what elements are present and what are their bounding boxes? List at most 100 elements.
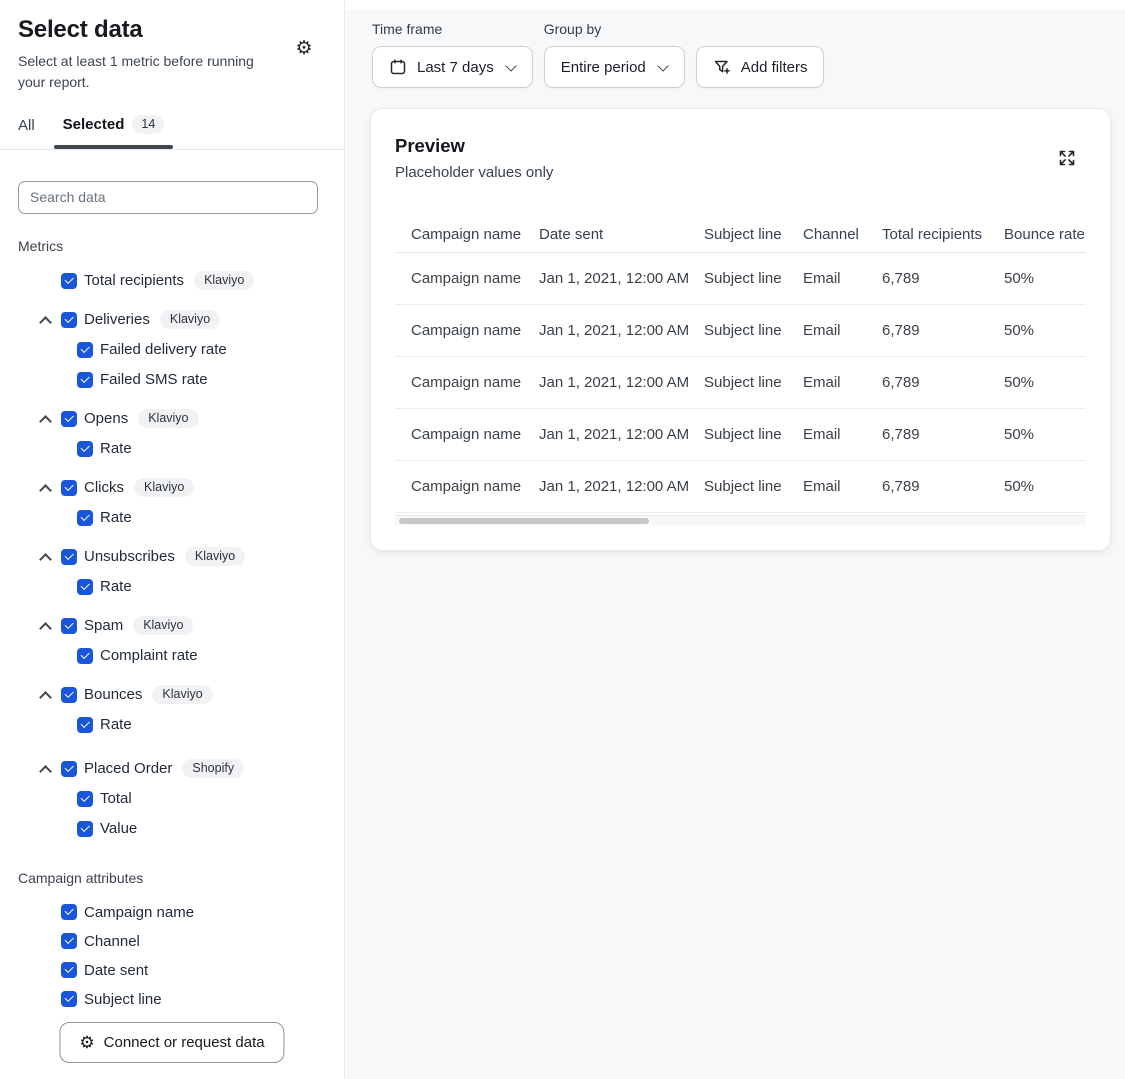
checkbox[interactable] [61,760,77,777]
submetric-row: Complaint rate [18,641,326,671]
chevron-spacer [40,906,52,918]
cell: Jan 1, 2021, 12:00 AM [539,426,690,443]
cell: Campaign name [411,426,522,443]
checkbox[interactable] [61,272,77,289]
checkbox[interactable] [77,647,93,664]
submetric-row: Rate [18,503,326,533]
table-row: Campaign name Jan 1, 2021, 12:00 AM Subj… [395,409,1086,461]
source-badge: Klaviyo [159,309,221,330]
checkbox[interactable] [61,548,77,565]
add-filters-button[interactable]: Add filters [695,46,825,88]
submetric-label: Rate [100,578,132,595]
cell: 6,789 [882,270,920,287]
chevron-down-icon [506,62,516,72]
checkbox[interactable] [61,410,77,427]
cell: Jan 1, 2021, 12:00 AM [539,322,690,339]
metric-label: Opens [84,410,129,427]
cell: Email [803,322,841,339]
checkbox[interactable] [61,962,77,978]
chevron-up-icon[interactable] [40,763,52,775]
chevron-spacer [40,964,52,976]
metric-group: Unsubscribes Klaviyo Rate [18,542,326,602]
checkbox[interactable] [77,440,93,457]
tab-selected-label: Selected [62,115,125,133]
attribute-row: Subject line [18,985,326,1014]
preview-title: Preview [395,135,465,156]
metric-group: Clicks Klaviyo Rate [18,473,326,533]
cell: Jan 1, 2021, 12:00 AM [539,478,690,495]
cell: Campaign name [411,270,522,287]
metric-group: Total recipients Klaviyo [18,266,326,296]
submetric-row: Failed SMS rate [18,365,326,395]
connect-or-request-data-button[interactable]: ⚙ Connect or request data [59,1022,285,1063]
chevron-up-icon[interactable] [40,482,52,494]
metric-row: Opens Klaviyo [18,404,326,434]
checkbox[interactable] [61,933,77,949]
checkbox[interactable] [77,578,93,595]
chevron-up-icon[interactable] [40,689,52,701]
submetric-row: Value [18,814,326,844]
report-builder-main: Time frame Last 7 days Group by Entire p… [346,0,1125,1079]
checkbox[interactable] [61,991,77,1007]
checkbox[interactable] [77,716,93,733]
search-input[interactable] [18,180,318,214]
metric-label: Clicks [84,479,124,496]
horizontal-scrollbar[interactable] [395,515,1086,525]
cell: Jan 1, 2021, 12:00 AM [539,270,690,287]
checkbox[interactable] [77,790,93,807]
calendar-icon [390,59,406,75]
cell: 50% [1004,478,1035,495]
checkbox[interactable] [77,371,93,388]
checkbox[interactable] [61,617,77,634]
checkbox[interactable] [77,820,93,837]
metric-label: Bounces [84,686,143,703]
metric-label: Deliveries [84,311,150,328]
connect-button-label: Connect or request data [103,1034,265,1051]
cell: Jan 1, 2021, 12:00 AM [539,374,690,391]
table-row: Campaign name Jan 1, 2021, 12:00 AM Subj… [395,305,1086,357]
tab-all[interactable]: All [18,116,35,134]
source-badge: Klaviyo [152,684,213,705]
cell: 6,789 [882,322,920,339]
table-row: Campaign name Jan 1, 2021, 12:00 AM Subj… [395,461,1086,513]
cell: 6,789 [882,426,920,443]
preview-card: Preview Placeholder values only Campaign… [370,108,1111,551]
checkbox[interactable] [77,509,93,526]
chevron-up-icon[interactable] [40,314,52,326]
column-header: Campaign name [411,226,522,243]
metrics-section-label: Metrics [18,237,64,254]
cell: 50% [1004,322,1035,339]
cell: Email [803,270,841,287]
source-badge: Klaviyo [134,477,195,498]
chevron-up-icon[interactable] [40,620,52,632]
filter-plus-icon [714,60,730,74]
scrollbar-thumb[interactable] [399,518,649,524]
add-filters-label: Add filters [740,58,808,76]
column-header: Bounce rate [1004,226,1085,243]
checkbox[interactable] [61,904,77,920]
cell: Subject line [704,374,782,391]
table-header-row: Campaign name Date sent Subject line Cha… [395,217,1086,253]
tab-selected[interactable]: Selected 14 [53,115,173,149]
attribute-label: Subject line [84,990,162,1008]
chevron-up-icon[interactable] [40,551,52,563]
checkbox[interactable] [61,479,77,496]
checkbox[interactable] [61,311,77,328]
metric-row: Clicks Klaviyo [18,473,326,503]
group-by-value: Entire period [560,58,646,76]
source-badge: Klaviyo [194,270,255,291]
time-frame-select[interactable]: Last 7 days [372,46,533,88]
preview-subtitle: Placeholder values only [395,164,554,181]
time-frame-value: Last 7 days [417,58,494,76]
checkbox[interactable] [61,686,77,703]
expand-preview-button[interactable] [1054,145,1080,171]
source-badge: Shopify [182,758,245,779]
attribute-label: Campaign name [84,903,195,921]
chevron-up-icon[interactable] [40,413,52,425]
checkbox[interactable] [77,341,93,358]
settings-gear-icon[interactable]: ⚙ [292,36,316,60]
select-data-panel: Select data Select at least 1 metric bef… [0,0,345,1079]
data-tabs: All Selected 14 [0,115,344,150]
submetric-row: Rate [18,572,326,602]
group-by-select[interactable]: Entire period [543,46,685,88]
